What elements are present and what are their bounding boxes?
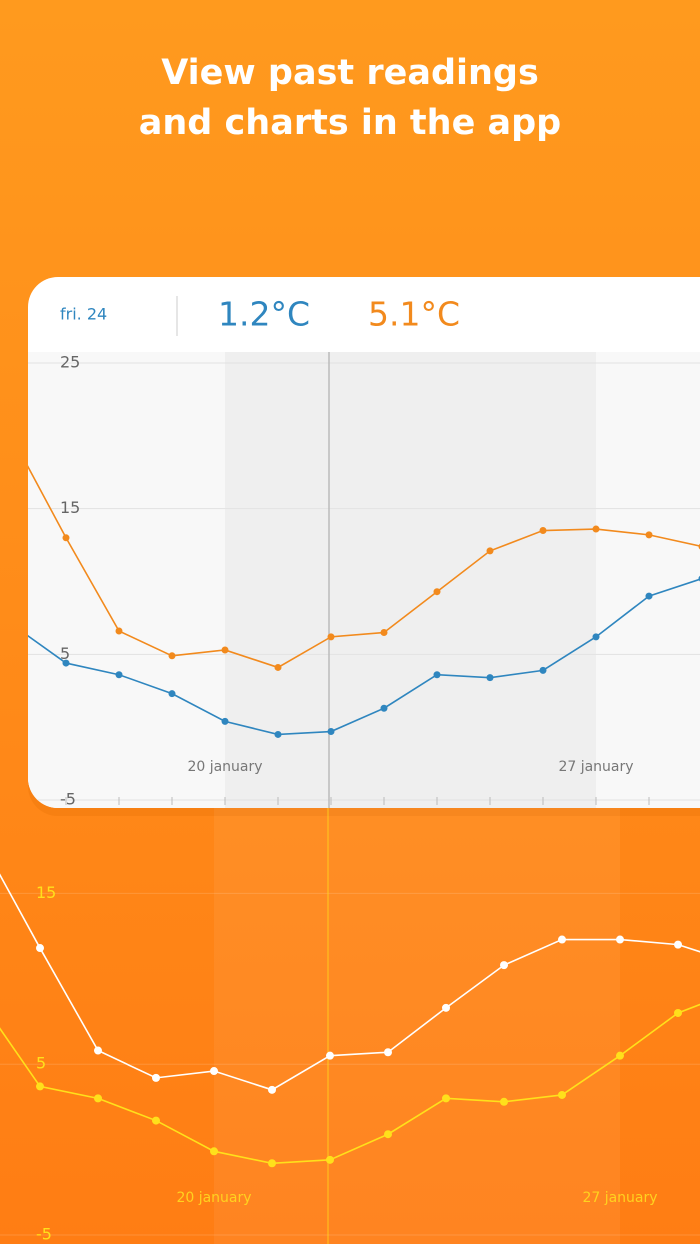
- point: [168, 690, 176, 698]
- line: [28, 438, 700, 669]
- point: [221, 646, 229, 654]
- y-tick-label: 25: [60, 353, 80, 372]
- point: [674, 1008, 682, 1017]
- point: [674, 940, 682, 949]
- point: [168, 652, 176, 660]
- point: [442, 1094, 450, 1103]
- line: [0, 873, 700, 1091]
- reading: 1.2°C: [218, 295, 310, 334]
- date: fri. 24: [60, 305, 107, 324]
- point: [152, 1073, 160, 1082]
- x-tick-label: 27 january: [582, 1190, 657, 1206]
- point: [539, 527, 547, 535]
- point: [221, 717, 229, 725]
- point: [326, 1155, 334, 1164]
- point: [36, 944, 44, 953]
- point: [592, 633, 600, 641]
- point: [274, 730, 282, 738]
- point: [433, 671, 441, 679]
- point: [433, 588, 441, 596]
- chart: 25 15 5 -5 20 january 27 january: [28, 352, 700, 809]
- point: [115, 627, 123, 635]
- point: [94, 1046, 102, 1055]
- point: [442, 1003, 450, 1012]
- point: [645, 592, 653, 600]
- point: [210, 1067, 218, 1076]
- point: [268, 1085, 276, 1094]
- point: [384, 1130, 392, 1139]
- point: [500, 1097, 508, 1106]
- point: [326, 1051, 334, 1060]
- y-tick-label: 15: [36, 883, 56, 902]
- y-tick-label: 15: [60, 498, 80, 517]
- point: [486, 547, 494, 555]
- point: [539, 666, 547, 674]
- point: [592, 525, 600, 533]
- point: [616, 935, 624, 944]
- point: [62, 659, 70, 667]
- y-tick-label: -5: [60, 790, 76, 809]
- point: [274, 663, 282, 671]
- x-tick-label: 27 january: [558, 759, 633, 775]
- point: [210, 1147, 218, 1156]
- point: [616, 1051, 624, 1060]
- y-tick-label: 5: [36, 1054, 46, 1073]
- point: [380, 704, 388, 712]
- shaded-band: [225, 352, 596, 808]
- point: [558, 1090, 566, 1099]
- x-tick-label: 20 january: [187, 759, 262, 775]
- point: [558, 935, 566, 944]
- point: [645, 531, 653, 539]
- point: [115, 671, 123, 679]
- line: [28, 577, 700, 736]
- point: [327, 728, 335, 736]
- y-tick-label: -5: [36, 1225, 52, 1244]
- chart: 15 5 -5 20 january 27 january: [0, 808, 700, 1244]
- headline: and charts in the app: [139, 103, 561, 143]
- card: 25 15 5 -5 20 january 27 january: [28, 277, 700, 809]
- point: [36, 1082, 44, 1091]
- headline: View past readings: [161, 53, 539, 93]
- point: [152, 1116, 160, 1125]
- point: [94, 1094, 102, 1103]
- point: [62, 534, 70, 542]
- point: [327, 633, 335, 641]
- point: [500, 961, 508, 970]
- point: [380, 628, 388, 636]
- line: [0, 1003, 700, 1165]
- shaded-band: [214, 808, 620, 1244]
- point: [384, 1048, 392, 1057]
- y-tick-label: 5: [60, 644, 70, 663]
- point: [486, 674, 494, 682]
- x-tick-label: 20 january: [176, 1190, 251, 1206]
- reading: 5.1°C: [368, 295, 460, 334]
- point: [268, 1159, 276, 1168]
